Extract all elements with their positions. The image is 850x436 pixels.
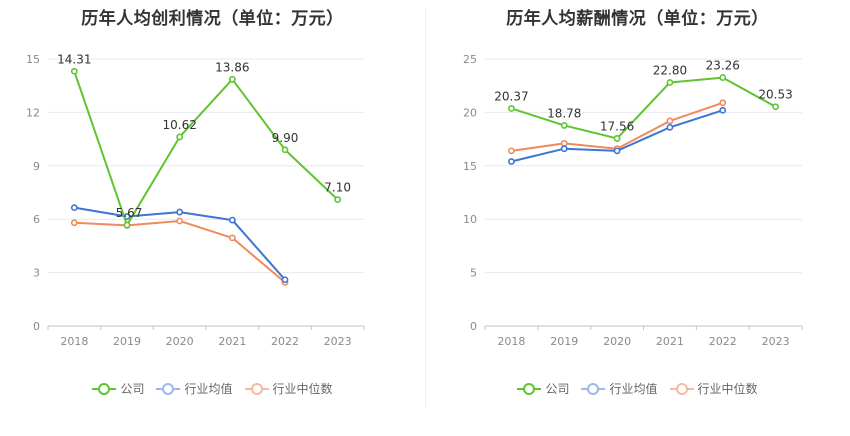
data-label: 23.26 bbox=[706, 59, 740, 73]
y-tick-label: 5 bbox=[470, 267, 477, 280]
legend-item-industry-mean[interactable]: 行业均值 bbox=[581, 380, 658, 397]
x-tick-label: 2023 bbox=[324, 335, 352, 348]
x-tick-label: 2018 bbox=[60, 335, 88, 348]
data-point bbox=[666, 117, 674, 125]
data-label: 9.90 bbox=[272, 131, 299, 145]
data-point bbox=[560, 122, 568, 129]
legend-item-industry-median[interactable]: 行业中位数 bbox=[244, 380, 333, 397]
data-label: 18.78 bbox=[547, 106, 581, 120]
data-point bbox=[666, 123, 674, 131]
y-tick-label: 10 bbox=[463, 213, 477, 226]
data-point bbox=[176, 217, 184, 225]
chart-panel-profit: 历年人均创利情况（单位：万元） 0 3 6 9 12 15 2018 2019 2020 2021… bbox=[0, 9, 425, 397]
x-tick-label: 2023 bbox=[762, 335, 790, 348]
y-tick-label: 9 bbox=[33, 160, 40, 173]
legend-line-circle-icon bbox=[669, 382, 694, 395]
data-point bbox=[70, 67, 78, 75]
y-tick-label: 0 bbox=[33, 320, 40, 333]
line-chart-salary: 0 5 10 15 20 25 2018 2019 2020 2021 2022 2023 20.37 1… bbox=[463, 53, 803, 348]
data-point bbox=[508, 158, 515, 165]
legend-line-circle-icon bbox=[156, 382, 181, 395]
chart-panel-salary: 历年人均薪酬情况（单位：万元） 0 5 10 15 20 25 2018 2019 2020 20… bbox=[425, 0, 850, 436]
legend-line-circle-icon bbox=[517, 382, 542, 395]
x-tick-label: 2019 bbox=[550, 335, 578, 348]
y-tick-label: 20 bbox=[463, 106, 477, 119]
data-point bbox=[228, 75, 236, 83]
data-point bbox=[228, 216, 236, 224]
y-tick-label: 12 bbox=[26, 106, 40, 119]
legend-item-company[interactable]: 公司 bbox=[92, 380, 144, 397]
legend-item-company[interactable]: 公司 bbox=[517, 380, 569, 397]
x-tick-label: 2020 bbox=[603, 335, 631, 348]
data-label: 22.80 bbox=[653, 63, 687, 77]
x-tick-label: 2022 bbox=[709, 335, 737, 348]
data-point bbox=[613, 135, 621, 142]
data-point bbox=[176, 133, 184, 141]
data-point bbox=[719, 99, 727, 107]
legend-label: 公司 bbox=[545, 382, 570, 396]
data-point bbox=[281, 276, 289, 284]
legend-line-circle-icon bbox=[244, 382, 269, 395]
data-label: 17.56 bbox=[600, 119, 634, 133]
data-label: 14.31 bbox=[57, 52, 91, 66]
data-point bbox=[176, 208, 184, 216]
legend-label: 公司 bbox=[120, 382, 145, 396]
panel-divider bbox=[425, 8, 426, 408]
data-point bbox=[508, 105, 515, 112]
legend-label: 行业中位数 bbox=[697, 382, 758, 396]
data-label: 7.10 bbox=[324, 181, 351, 195]
x-tick-label: 2018 bbox=[497, 335, 525, 348]
data-label: 20.53 bbox=[758, 88, 792, 102]
data-point bbox=[772, 103, 779, 111]
legend-label: 行业均值 bbox=[609, 382, 658, 396]
y-tick-label: 25 bbox=[463, 53, 477, 66]
legend: 公司 行业均值 行业中位数 bbox=[425, 380, 850, 397]
data-point bbox=[560, 139, 568, 147]
legend-line-circle-icon bbox=[92, 382, 117, 395]
data-point bbox=[719, 74, 727, 81]
chart-title: 历年人均薪酬情况（单位：万元） bbox=[506, 9, 769, 29]
legend-item-industry-median[interactable]: 行业中位数 bbox=[669, 380, 758, 397]
chart-title: 历年人均创利情况（单位：万元） bbox=[81, 9, 344, 29]
data-point bbox=[666, 79, 674, 86]
data-label: 10.62 bbox=[162, 118, 196, 132]
data-label: 20.37 bbox=[494, 89, 528, 103]
series-line bbox=[511, 76, 777, 140]
x-tick-label: 2021 bbox=[218, 335, 246, 348]
data-point bbox=[281, 146, 289, 154]
y-tick-label: 0 bbox=[470, 320, 477, 333]
data-point bbox=[123, 221, 131, 229]
legend: 公司 行业均值 行业中位数 bbox=[0, 380, 425, 397]
x-tick-label: 2020 bbox=[166, 335, 194, 348]
data-point bbox=[70, 204, 78, 212]
legend-item-industry-mean[interactable]: 行业均值 bbox=[156, 380, 233, 397]
y-tick-label: 3 bbox=[33, 267, 40, 280]
series-line bbox=[73, 70, 339, 227]
legend-label: 行业均值 bbox=[184, 382, 233, 396]
x-tick-label: 2021 bbox=[656, 335, 684, 348]
legend-label: 行业中位数 bbox=[272, 382, 333, 396]
x-tick-label: 2019 bbox=[113, 335, 141, 348]
data-point bbox=[334, 196, 342, 204]
y-tick-label: 15 bbox=[463, 160, 477, 173]
y-tick-label: 15 bbox=[26, 53, 40, 66]
data-label: 13.86 bbox=[215, 60, 249, 74]
series-line bbox=[74, 219, 286, 284]
legend-line-circle-icon bbox=[581, 382, 606, 395]
data-point bbox=[70, 219, 78, 227]
data-point bbox=[613, 147, 621, 155]
data-point bbox=[560, 145, 568, 153]
x-tick-label: 2022 bbox=[271, 335, 299, 348]
line-chart-profit: 0 3 6 9 12 15 2018 2019 2020 2021 2022 2023 14.31 5.6… bbox=[26, 52, 365, 348]
data-point bbox=[508, 147, 515, 155]
y-tick-label: 6 bbox=[33, 213, 40, 226]
data-label: 5.67 bbox=[116, 206, 143, 220]
data-point bbox=[228, 234, 236, 242]
data-point bbox=[719, 106, 727, 114]
